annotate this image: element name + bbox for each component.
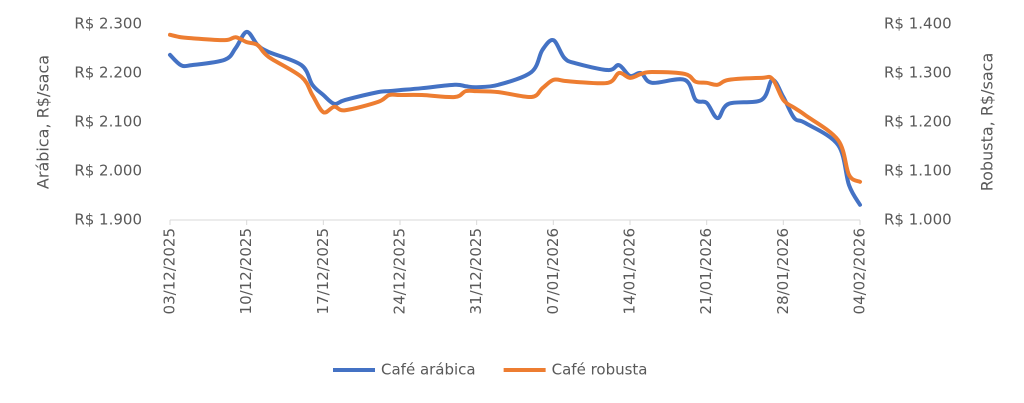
series-line xyxy=(168,29,862,207)
legend-label: Café robusta xyxy=(552,361,648,379)
y2-tick-label: R$ 1.400 xyxy=(884,15,952,33)
y-tick-label: R$ 2.100 xyxy=(74,113,142,131)
y-axis-title: Arábica, R$/saca xyxy=(34,55,53,189)
y2-tick-label: R$ 1.200 xyxy=(884,113,952,131)
y-tick-label: R$ 2.000 xyxy=(74,162,142,180)
y-tick-label: R$ 2.200 xyxy=(74,64,142,82)
x-tick-label: 07/01/2026 xyxy=(544,228,562,314)
x-tick-label: 24/12/2025 xyxy=(391,228,409,314)
legend-label: Café arábica xyxy=(381,361,476,379)
y2-tick-label: R$ 1.100 xyxy=(884,162,952,180)
x-tick-label: 28/01/2026 xyxy=(774,228,792,314)
x-tick-label: 17/12/2025 xyxy=(314,228,332,314)
x-tick-label: 31/12/2025 xyxy=(467,228,485,314)
y-tick-label: R$ 1.900 xyxy=(74,211,142,229)
x-tick-label: 10/12/2025 xyxy=(237,228,255,314)
y-tick-label: R$ 2.300 xyxy=(74,15,142,33)
x-tick-label: 21/01/2026 xyxy=(697,228,715,314)
x-tick-label: 03/12/2025 xyxy=(161,228,179,314)
y2-tick-label: R$ 1.000 xyxy=(884,211,952,229)
x-tick-label: 04/02/2026 xyxy=(851,228,869,314)
series-line xyxy=(168,32,862,184)
y2-tick-label: R$ 1.300 xyxy=(884,64,952,82)
x-tick-label: 14/01/2026 xyxy=(621,228,639,314)
y2-axis-title: Robusta, R$/saca xyxy=(978,53,997,192)
